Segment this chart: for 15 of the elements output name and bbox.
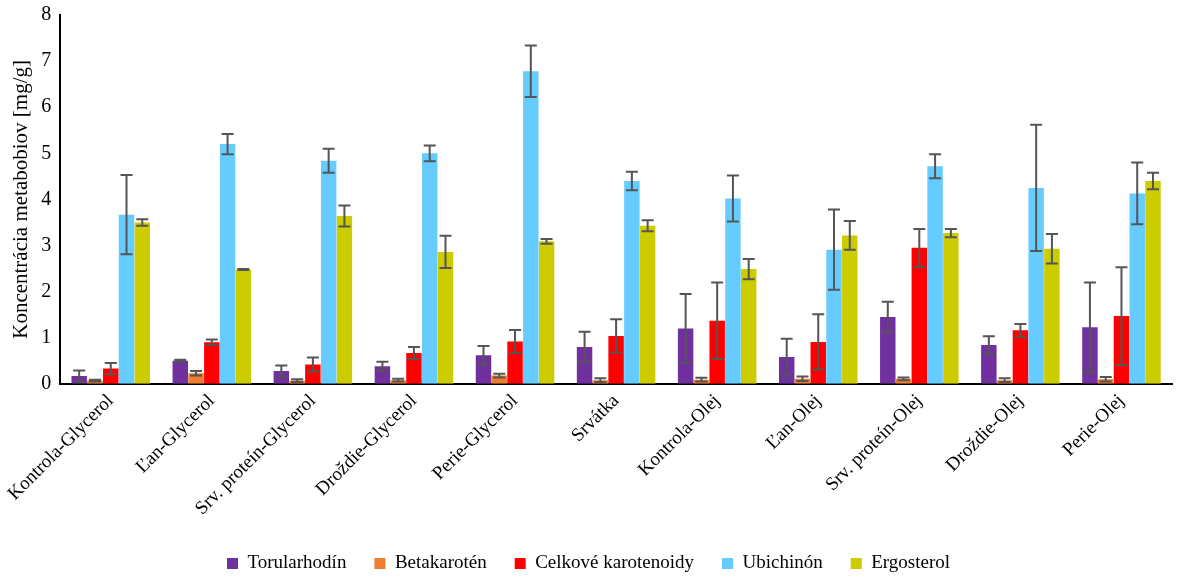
- legend-label: Betakarotén: [394, 551, 488, 573]
- y-tick-label: 8: [41, 2, 52, 25]
- legend-label: Torularhodín: [247, 551, 347, 573]
- y-tick-label: 1: [41, 324, 52, 347]
- y-tick-label: 7: [41, 48, 52, 71]
- legend-label: Ubichinón: [742, 551, 824, 573]
- y-tick-label: 6: [41, 94, 52, 117]
- y-tick-label: 4: [41, 186, 52, 209]
- y-tick-label: 2: [41, 278, 52, 301]
- legend-label: Ergosterol: [871, 551, 951, 573]
- y-tick-label: 5: [41, 140, 52, 163]
- y-axis-title: Koncentrácia metabobiov [mg/g]: [8, 60, 33, 339]
- y-tick-label: 0: [41, 371, 52, 394]
- legend-label: Celkové karotenoidy: [535, 551, 695, 573]
- y-tick-label: 3: [41, 232, 52, 255]
